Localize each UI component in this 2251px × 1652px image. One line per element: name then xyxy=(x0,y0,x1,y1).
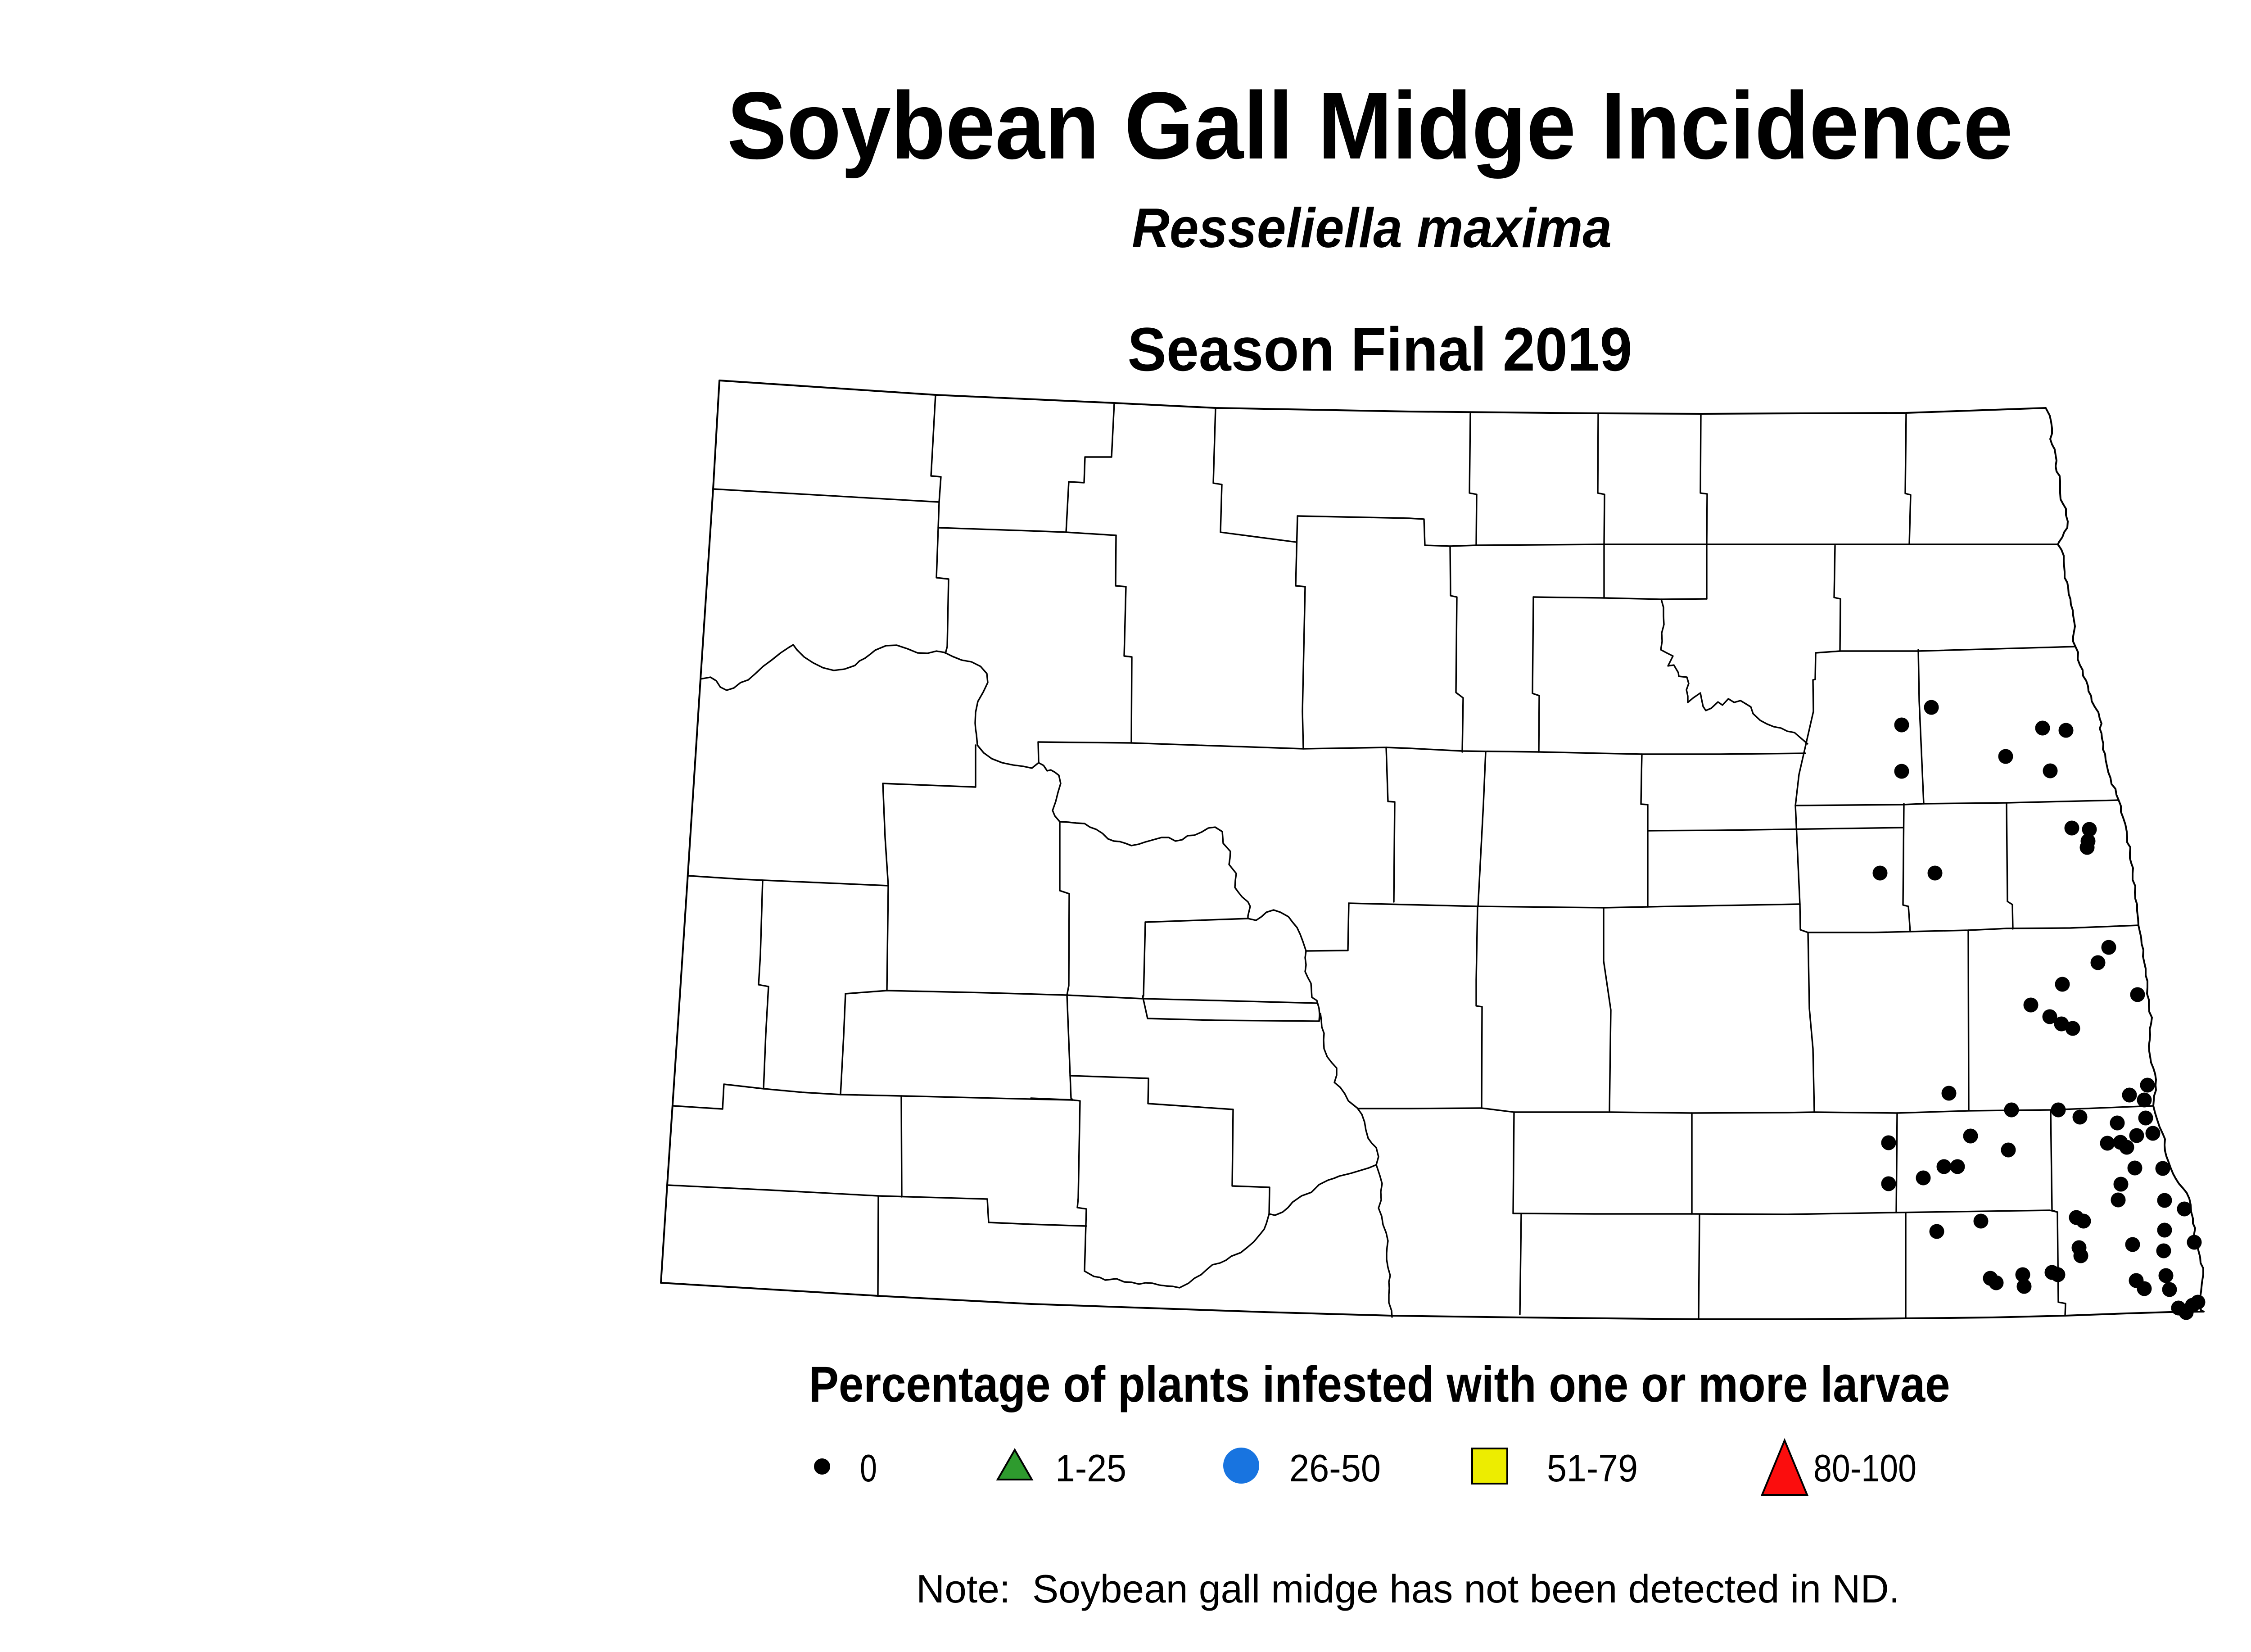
svg-text:80-100: 80-100 xyxy=(1813,1447,1917,1490)
svg-text:Note: Soybean gall midge has: Note: Soybean gall midge has not been de… xyxy=(916,1566,1900,1611)
svg-text:Resseliella maxima: Resseliella maxima xyxy=(1132,197,1612,259)
svg-text:51-79: 51-79 xyxy=(1547,1447,1638,1490)
svg-text:Soybean Gall Midge Incidence: Soybean Gall Midge Incidence xyxy=(727,72,2013,179)
svg-text:Percentage of plants infested: Percentage of plants infested with one o… xyxy=(809,1356,1950,1412)
svg-text:0: 0 xyxy=(860,1447,877,1490)
svg-text:Season Final 2019: Season Final 2019 xyxy=(1128,315,1632,384)
svg-text:26-50: 26-50 xyxy=(1289,1447,1381,1490)
svg-text:1-25: 1-25 xyxy=(1055,1447,1126,1490)
